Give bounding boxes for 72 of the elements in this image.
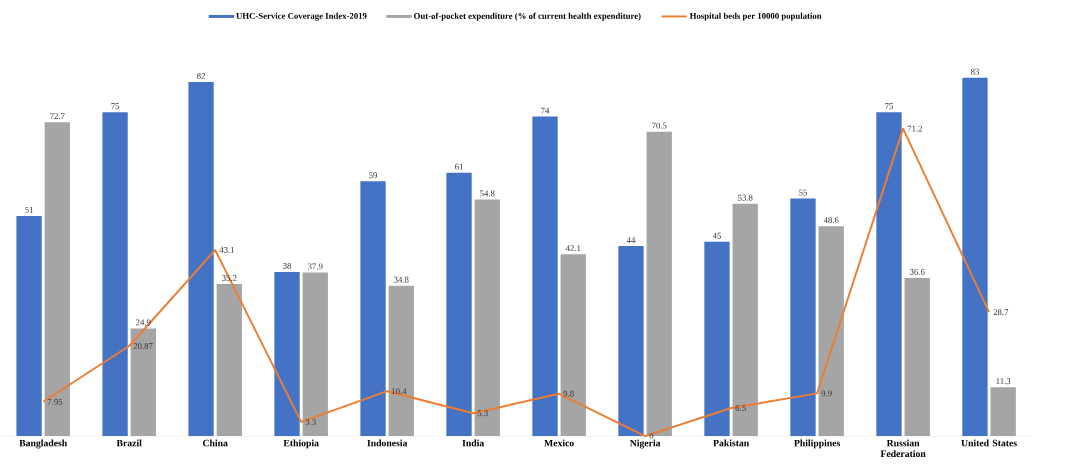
legend-label: Hospital beds per 10000 population bbox=[689, 12, 822, 21]
bar bbox=[388, 285, 414, 437]
data-label: 75 bbox=[111, 103, 120, 110]
data-label: 36.6 bbox=[909, 269, 925, 275]
data-label: 44 bbox=[626, 237, 636, 243]
x-tick-label: Pakistan bbox=[713, 439, 750, 447]
data-label: 10.4 bbox=[392, 388, 407, 395]
x-tick-label: Brazil bbox=[116, 439, 142, 447]
data-label: 37.9 bbox=[308, 263, 323, 270]
bar bbox=[16, 215, 42, 437]
bar bbox=[876, 112, 902, 437]
data-label: 45 bbox=[712, 232, 722, 239]
bar bbox=[44, 122, 70, 437]
x-tick-label: Nigeria bbox=[629, 439, 661, 449]
data-label: 74 bbox=[541, 107, 550, 114]
data-label: 42.1 bbox=[565, 245, 581, 252]
data-label: 82 bbox=[197, 72, 205, 79]
x-tick-label: China bbox=[202, 439, 228, 447]
bar bbox=[188, 82, 214, 437]
data-label: 3.3 bbox=[305, 418, 316, 425]
bar bbox=[646, 131, 672, 437]
bar bbox=[274, 272, 300, 437]
bar bbox=[618, 246, 644, 437]
data-label: 72.7 bbox=[50, 113, 65, 120]
bar bbox=[990, 387, 1016, 437]
x-tick-label: United States bbox=[961, 439, 1017, 447]
x-tick-label: Indonesia bbox=[367, 439, 408, 447]
data-label: 70.5 bbox=[652, 122, 667, 129]
x-tick-label: Philippines bbox=[794, 439, 841, 449]
data-label: 11.3 bbox=[996, 378, 1011, 385]
bar bbox=[704, 241, 730, 437]
data-label: 43.1 bbox=[219, 247, 235, 253]
bar bbox=[560, 254, 586, 437]
data-label: 55 bbox=[799, 189, 808, 196]
data-label: 54.8 bbox=[480, 190, 495, 197]
data-label: 7.95 bbox=[47, 398, 63, 405]
data-label: 51 bbox=[25, 206, 33, 213]
bar bbox=[216, 284, 242, 437]
data-label: 20.87 bbox=[133, 343, 153, 349]
bar bbox=[790, 198, 816, 437]
data-label: 5.3 bbox=[477, 410, 488, 417]
bar bbox=[532, 116, 558, 437]
x-tick-label: Mexico bbox=[544, 439, 574, 447]
x-tick-label: India bbox=[462, 439, 485, 447]
data-label: 9.9 bbox=[821, 390, 832, 397]
data-label: 34.8 bbox=[394, 276, 409, 283]
bar bbox=[818, 226, 844, 437]
data-label: 9.8 bbox=[563, 390, 574, 397]
x-tick-label: Bangladesh bbox=[19, 439, 68, 449]
data-label: 48.6 bbox=[823, 217, 839, 224]
data-label: 71.2 bbox=[907, 125, 922, 132]
data-label: 0 bbox=[649, 433, 654, 440]
bar bbox=[732, 203, 758, 437]
data-label: 75 bbox=[885, 103, 894, 110]
bar bbox=[446, 172, 472, 437]
x-tick-label: Russian Federation bbox=[880, 439, 926, 458]
bar bbox=[474, 199, 500, 437]
data-label: 53.8 bbox=[738, 194, 753, 201]
data-label: 38 bbox=[283, 262, 292, 269]
bar bbox=[360, 181, 386, 437]
data-label: 61 bbox=[455, 163, 463, 170]
legend-label: UHC-Service Coverage Index-2019 bbox=[236, 12, 367, 21]
bar bbox=[130, 328, 156, 437]
legend-label: Out-of-pocket expenditure (% of current health expenditure) bbox=[414, 12, 641, 21]
data-label: 28.7 bbox=[993, 309, 1009, 316]
data-label: 59 bbox=[369, 172, 378, 179]
bar bbox=[962, 77, 988, 437]
bar bbox=[102, 112, 128, 437]
bar bbox=[904, 278, 930, 437]
bar bbox=[302, 272, 328, 437]
x-tick-label: Ethiopia bbox=[283, 439, 319, 449]
data-label: 83 bbox=[970, 68, 979, 75]
